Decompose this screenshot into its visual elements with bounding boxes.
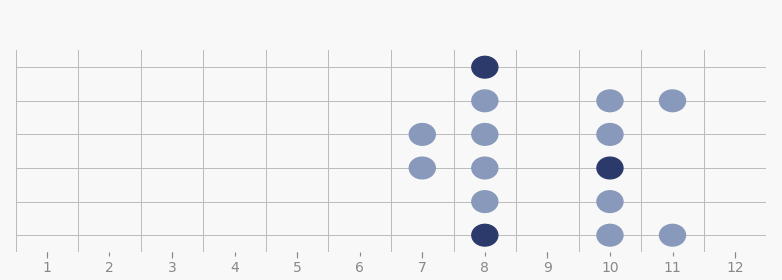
Ellipse shape xyxy=(597,90,623,112)
Ellipse shape xyxy=(659,90,686,112)
Ellipse shape xyxy=(472,56,498,78)
Ellipse shape xyxy=(472,123,498,145)
Ellipse shape xyxy=(472,224,498,246)
Ellipse shape xyxy=(472,90,498,112)
Ellipse shape xyxy=(597,191,623,213)
Ellipse shape xyxy=(472,157,498,179)
Ellipse shape xyxy=(409,157,436,179)
Ellipse shape xyxy=(472,191,498,213)
Ellipse shape xyxy=(409,123,436,145)
Ellipse shape xyxy=(597,224,623,246)
Ellipse shape xyxy=(597,123,623,145)
Ellipse shape xyxy=(597,157,623,179)
Ellipse shape xyxy=(659,224,686,246)
